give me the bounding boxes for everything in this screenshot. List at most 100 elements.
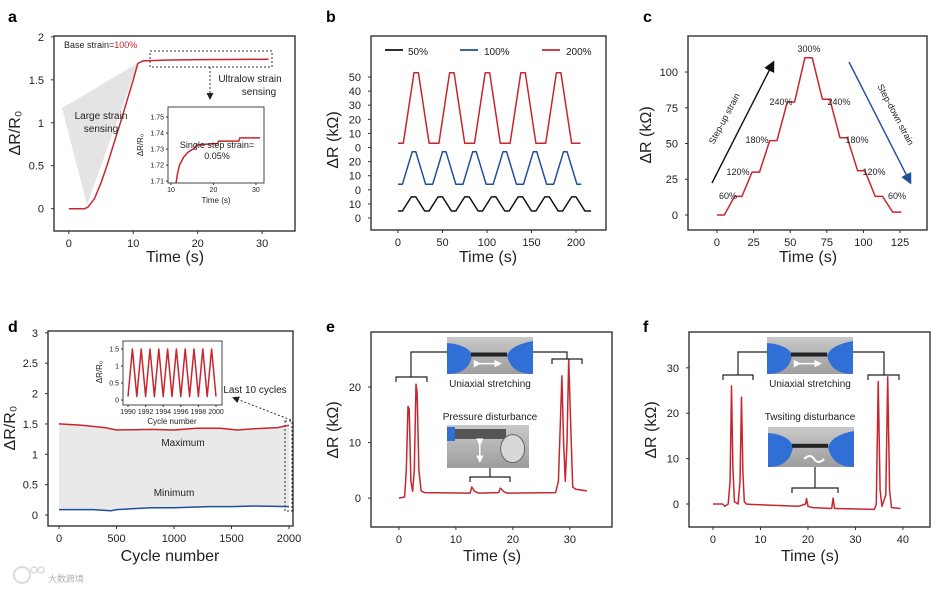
base-strain-annotation: Base strain=100%: [64, 40, 137, 50]
y-tick-label: 2: [38, 32, 44, 44]
stretching-caption: Uniaxial stretching: [449, 379, 531, 390]
y-axis-title: ΔR/R₀: [7, 111, 24, 156]
y-tick-label: 0: [355, 213, 361, 225]
x-tick-label: 2000: [277, 533, 301, 545]
pressure-photo: [447, 425, 529, 468]
x-axis-title: Time (s): [146, 249, 204, 266]
left-glove: [447, 343, 472, 374]
x-tick-label: 10: [450, 534, 462, 546]
x-tick-label: 0: [66, 238, 72, 250]
x-tick-label: 2000: [208, 409, 224, 416]
hammer-handle: [447, 429, 507, 439]
series-line-200-: [398, 72, 581, 145]
y-axis-title: ΔR/R₀: [95, 361, 104, 383]
y-tick-label: 0: [673, 499, 679, 511]
inset-chart: 1990 1992 1994 1996 1998 2000 0 0.5 1 1.5 Cycle nu…: [95, 340, 224, 426]
last-cycles-label: Last 10 cycles: [223, 385, 286, 396]
logo-dot-icon: [37, 566, 45, 574]
y-tick-label: 1.72: [150, 163, 164, 170]
x-tick-label: 100: [854, 237, 872, 249]
x-tick-label: 500: [107, 533, 125, 545]
x-tick-label: 30: [256, 238, 268, 250]
x-tick-label: 10: [127, 238, 139, 250]
twisting-photo: [768, 427, 854, 467]
x-axis-title: Cycle number: [147, 417, 197, 426]
x-tick-label: 25: [747, 237, 759, 249]
step-up-label: 60%: [719, 191, 737, 201]
stretching-caption: Uniaxial stretching: [769, 379, 851, 390]
stretching-photo: [447, 337, 533, 374]
right-glove: [507, 341, 533, 374]
y-tick-label: 20: [349, 114, 361, 126]
y-axis-title: ΔR/R₀: [2, 406, 19, 451]
y-tick-label: 10: [349, 171, 361, 183]
base-strain-value: 100%: [114, 40, 137, 50]
y-tick-label: 30: [667, 363, 679, 375]
panel-e: e 0 10 20 30 0 10 20 Time (s) ΔR (kΩ) Uniaxial str…: [325, 319, 613, 565]
panel-c: c 0 25 50 75 100 125 0 25 50 75 100 Time (s) ΔR (kΩ) 3…: [638, 9, 928, 266]
inset-chart: 10 20 30 1.71 1.72 1.73 1.74 1.75 Time (s) ΔR/R₀ S…: [136, 106, 265, 205]
step-up-label: 240%: [769, 97, 792, 107]
step-up-arrow: [711, 60, 775, 184]
panel-letter: c: [643, 9, 652, 26]
series-line-response: [398, 358, 588, 499]
series-line-maximum: [58, 423, 290, 431]
y-axis-title: ΔR (kΩ): [643, 401, 660, 458]
y-tick-label: 20: [349, 157, 361, 169]
x-tick-label: 75: [821, 237, 833, 249]
y-tick-label: 20: [349, 382, 361, 394]
x-tick-label: 20: [192, 238, 204, 250]
step-down-strain-label: Step-down strain: [875, 82, 916, 146]
plot-frame: [167, 106, 265, 184]
x-axis-title: Time (s): [201, 196, 230, 205]
x-tick-label: 150: [522, 237, 540, 249]
x-tick-label: 20: [507, 534, 519, 546]
x-tick-label: 1500: [219, 533, 243, 545]
x-tick-label: 50: [436, 237, 448, 249]
pressure-caption: Pressure disturbance: [443, 412, 538, 423]
x-tick-label: 50: [784, 237, 796, 249]
series-line--r-r-: [68, 58, 269, 210]
x-tick-label: 30: [849, 534, 861, 546]
step-up-strain-label: Step-up strain: [707, 92, 742, 146]
inset-background: [168, 107, 264, 183]
x-tick-label: 100: [478, 237, 496, 249]
panel-letter: d: [8, 319, 18, 336]
plot-frame: [122, 340, 223, 406]
y-tick-label: 10: [349, 128, 361, 140]
plot-frame: [688, 331, 931, 528]
ultralow-label-line2: sensing: [242, 87, 276, 98]
x-tick-label: 1998: [191, 409, 207, 416]
left-glove: [767, 343, 792, 374]
panel-letter: a: [8, 9, 17, 26]
y-tick-label: 0: [355, 493, 361, 505]
y-tick-label: 0: [115, 398, 119, 405]
hammer-head: [500, 434, 526, 464]
logo-mark-icon: [13, 566, 31, 584]
y-tick-label: 40: [349, 86, 361, 98]
x-axis-title: Time (s): [459, 249, 517, 266]
last-cycles-arrow: [232, 396, 292, 421]
x-tick-label: 200: [567, 237, 585, 249]
x-tick-label: 1994: [155, 409, 171, 416]
y-tick-label: 1.5: [109, 346, 119, 353]
y-tick-label: 0: [32, 510, 38, 522]
y-axis-title: ΔR (kΩ): [325, 111, 342, 168]
x-tick-label: 0: [714, 237, 720, 249]
x-tick-label: 1996: [173, 409, 189, 416]
last-cycles-box: [284, 420, 293, 512]
y-tick-label: 0: [672, 210, 678, 222]
y-tick-label: 50: [666, 139, 678, 151]
x-axis-title: Time (s): [779, 249, 837, 266]
y-axis-title: ΔR/R₀: [136, 134, 145, 156]
logo-dot-icon: [30, 566, 38, 574]
step-down-label: 240%: [827, 97, 850, 107]
label-peak-strain: 300%: [797, 44, 820, 54]
panel-f: f 0 10 20 30 40 0 10 20 30 Time (s) ΔR (kΩ) Uniaxial…: [643, 319, 931, 565]
x-tick-label: 1992: [138, 409, 154, 416]
x-tick-label: 125: [891, 237, 909, 249]
y-tick-label: 1.74: [150, 131, 164, 138]
x-tick-label: 0: [396, 534, 402, 546]
x-axis-title: Cycle number: [121, 548, 220, 565]
